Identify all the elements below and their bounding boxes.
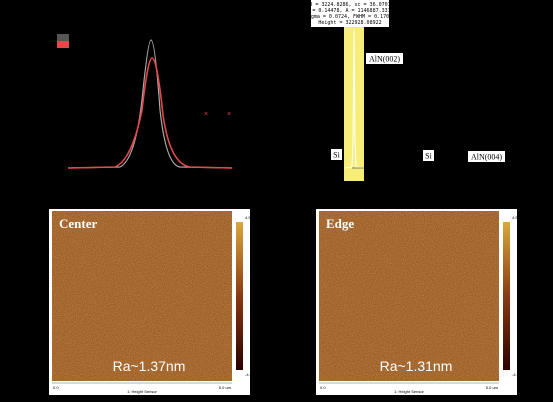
fit-line: w = 0.14478, A = 1146887.3318	[306, 8, 393, 14]
fit-line: x0 = 3224.8286, xc = 36.07013	[306, 2, 393, 8]
afm-title: Center	[59, 216, 97, 231]
peak-label: Si	[333, 151, 340, 160]
peak-label: Si	[425, 152, 432, 161]
scale-bottom: -4.5 nm	[245, 372, 259, 377]
colorbar	[503, 222, 510, 370]
marker: ×	[227, 111, 231, 118]
marker: ×	[204, 111, 208, 118]
scale-top: 4.5 nm	[512, 215, 525, 220]
colorbar	[236, 222, 243, 370]
roughness: Ra~1.37nm	[113, 358, 186, 374]
peak-label: AlN(004)	[471, 153, 502, 162]
legend-swatch	[57, 41, 69, 48]
label-box	[366, 53, 403, 64]
x-end: 5.0 um	[486, 385, 499, 390]
sensor: 1: Height Sensor	[394, 389, 424, 394]
x-start: 0.0	[53, 385, 59, 390]
xrd-peak	[344, 29, 365, 169]
sensor: 1: Height Sensor	[127, 389, 157, 394]
peak-label: AlN(002)	[369, 55, 400, 64]
fit-box	[311, 0, 389, 27]
fit-line: sigma = 0.0724, FWHM = 0.17048	[305, 14, 395, 20]
scale-bottom: -4.5 nm	[512, 372, 526, 377]
afm-image	[52, 211, 232, 381]
legend-swatch	[57, 34, 69, 41]
highlight	[344, 27, 364, 181]
x-end: 5.0 um	[219, 385, 232, 390]
fit-line: Height = 322928.08922	[318, 20, 381, 26]
roughness: Ra~1.31nm	[380, 358, 453, 374]
x-start: 0.0	[320, 385, 326, 390]
scale-top: 4.5 nm	[245, 215, 258, 220]
afm-title: Edge	[326, 216, 354, 231]
afm-image	[319, 211, 499, 381]
label-box	[331, 149, 342, 160]
label-box	[468, 151, 505, 162]
curve-red	[67, 57, 233, 169]
label-box	[423, 150, 434, 161]
